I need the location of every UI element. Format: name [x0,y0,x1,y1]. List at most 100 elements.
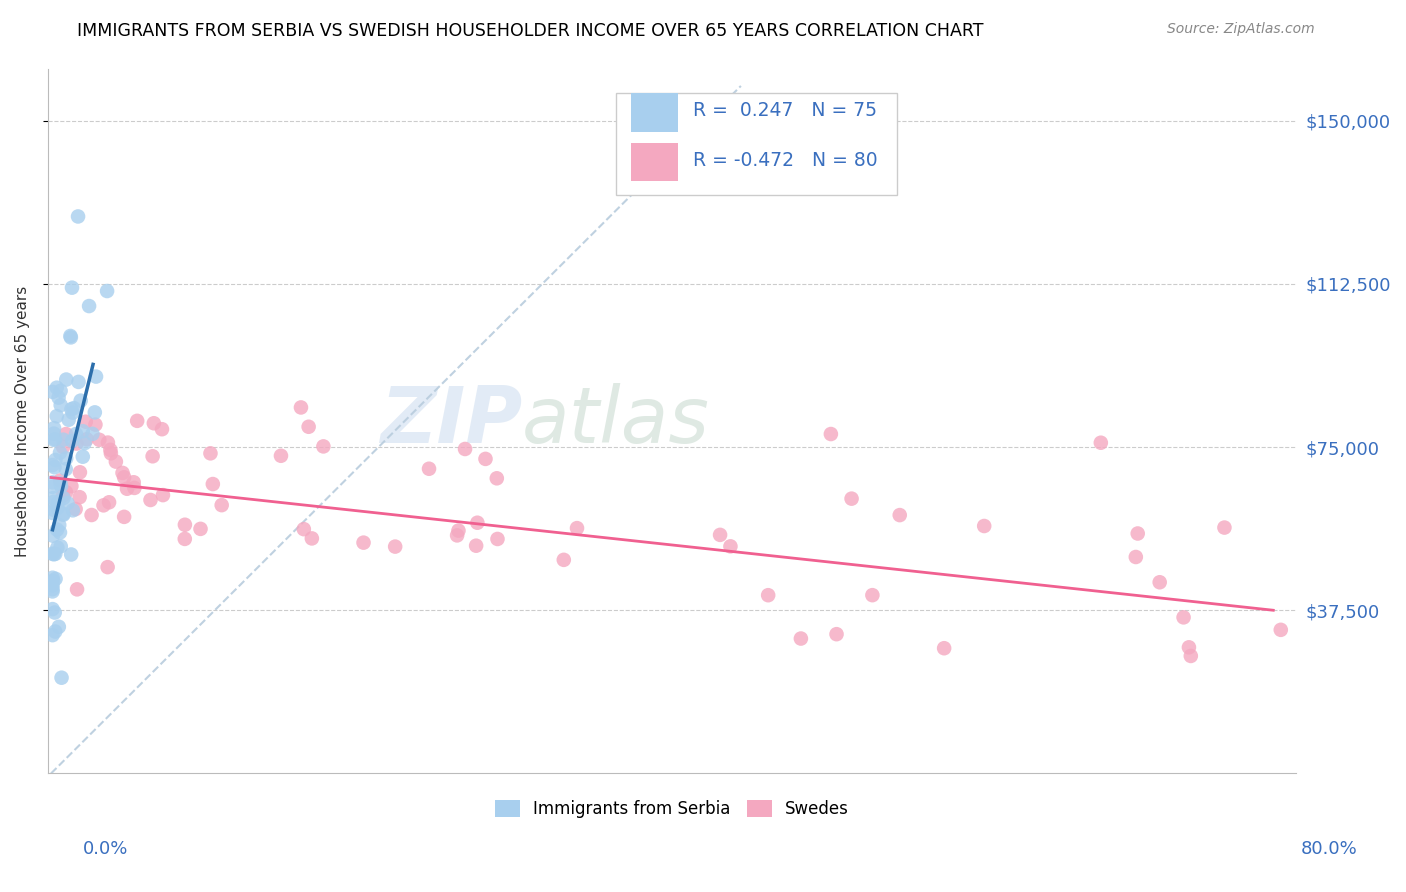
Immigrants from Serbia [62,503,84,517]
Swedes [112,509,135,524]
Immigrants from Serbia [42,421,65,435]
Swedes [98,495,121,509]
Swedes [301,532,323,546]
Swedes [467,516,489,530]
Immigrants from Serbia [72,424,94,438]
Swedes [756,588,779,602]
Swedes [446,528,468,542]
Immigrants from Serbia [96,284,118,298]
Swedes [290,401,312,415]
Immigrants from Serbia [42,529,65,543]
Immigrants from Serbia [41,584,63,599]
Immigrants from Serbia [42,574,65,588]
Immigrants from Serbia [83,405,105,419]
Immigrants from Serbia [65,427,87,442]
Immigrants from Serbia [48,391,70,405]
Swedes [1126,526,1149,541]
Text: atlas: atlas [522,383,710,459]
Immigrants from Serbia [41,458,63,472]
Immigrants from Serbia [45,381,67,395]
Swedes [104,455,127,469]
Swedes [201,477,224,491]
Swedes [889,508,911,522]
Immigrants from Serbia [42,433,65,447]
Immigrants from Serbia [41,480,63,494]
Swedes [49,474,72,488]
Immigrants from Serbia [77,299,100,313]
Swedes [84,417,107,432]
Immigrants from Serbia [44,503,66,517]
Swedes [97,560,120,574]
Immigrants from Serbia [46,496,69,510]
Swedes [66,582,89,597]
Immigrants from Serbia [48,620,70,634]
Swedes [122,475,145,490]
Swedes [152,488,174,502]
Immigrants from Serbia [67,375,90,389]
Immigrants from Serbia [62,406,84,420]
Swedes [565,521,588,535]
Swedes [211,498,233,512]
Immigrants from Serbia [44,547,66,561]
Immigrants from Serbia [73,436,96,450]
Swedes [1178,640,1201,655]
Text: 80.0%: 80.0% [1301,840,1357,858]
Swedes [139,493,162,508]
Swedes [292,522,315,536]
Swedes [474,451,496,466]
Swedes [720,540,742,554]
Text: IMMIGRANTS FROM SERBIA VS SWEDISH HOUSEHOLDER INCOME OVER 65 YEARS CORRELATION C: IMMIGRANTS FROM SERBIA VS SWEDISH HOUSEH… [77,22,984,40]
Immigrants from Serbia [42,495,65,509]
Swedes [142,450,165,464]
Swedes [200,446,222,460]
FancyBboxPatch shape [616,93,897,195]
Swedes [1125,549,1147,564]
Swedes [115,482,138,496]
Immigrants from Serbia [84,369,107,384]
Immigrants from Serbia [42,491,65,505]
Swedes [1173,610,1195,624]
Immigrants from Serbia [41,578,63,592]
Swedes [124,481,146,495]
FancyBboxPatch shape [631,143,678,181]
Swedes [486,532,509,546]
Swedes [76,432,98,446]
Immigrants from Serbia [49,398,72,412]
Immigrants from Serbia [82,426,104,441]
Swedes [298,419,321,434]
Swedes [418,462,440,476]
Swedes [465,539,488,553]
Swedes [1180,648,1202,663]
Swedes [55,485,77,500]
Immigrants from Serbia [41,602,63,616]
Immigrants from Serbia [60,402,83,417]
Swedes [553,553,575,567]
Immigrants from Serbia [42,547,65,561]
Swedes [190,522,212,536]
Swedes [75,415,97,429]
Immigrants from Serbia [41,475,63,490]
Immigrants from Serbia [41,628,63,642]
Immigrants from Serbia [46,523,69,537]
Immigrants from Serbia [52,433,75,447]
Immigrants from Serbia [52,491,75,505]
Immigrants from Serbia [49,479,72,493]
Text: R =  0.247   N = 75: R = 0.247 N = 75 [693,102,877,120]
Immigrants from Serbia [46,501,69,516]
Immigrants from Serbia [46,541,69,555]
Swedes [709,528,731,542]
Swedes [312,439,335,453]
FancyBboxPatch shape [631,93,678,132]
Swedes [841,491,863,506]
Y-axis label: Householder Income Over 65 years: Householder Income Over 65 years [15,285,30,557]
Swedes [97,435,120,450]
Immigrants from Serbia [49,445,72,459]
Swedes [98,442,121,457]
Immigrants from Serbia [72,450,94,464]
Swedes [80,508,103,522]
Swedes [60,479,83,493]
Immigrants from Serbia [41,582,63,597]
Swedes [270,449,292,463]
Immigrants from Serbia [67,210,90,224]
Swedes [69,465,91,479]
